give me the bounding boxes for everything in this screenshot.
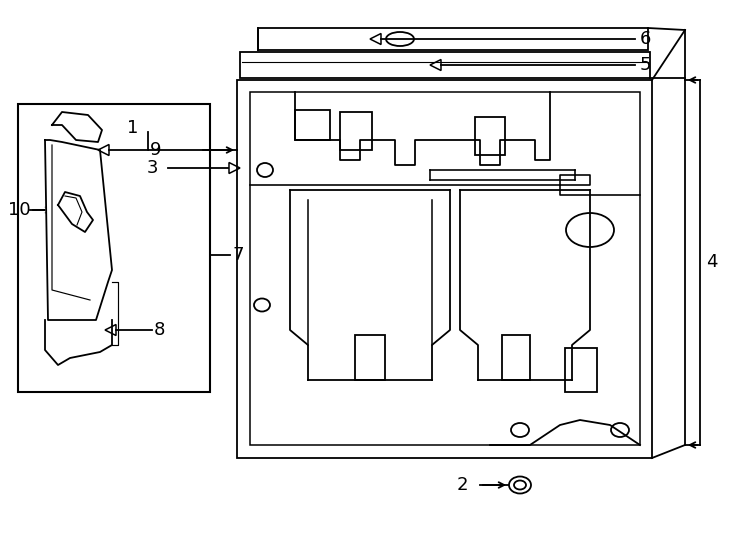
Polygon shape <box>58 192 93 232</box>
Text: 7: 7 <box>232 246 244 264</box>
Bar <box>565 348 597 392</box>
Text: 2: 2 <box>457 476 468 494</box>
Text: 9: 9 <box>150 141 161 159</box>
Text: 10: 10 <box>8 201 31 219</box>
Polygon shape <box>45 320 112 365</box>
Text: 4: 4 <box>706 253 718 271</box>
Text: 6: 6 <box>640 30 651 48</box>
Text: 5: 5 <box>640 56 652 74</box>
Text: 1: 1 <box>127 119 138 137</box>
Bar <box>475 117 505 155</box>
Bar <box>355 335 385 380</box>
Polygon shape <box>52 112 102 142</box>
Text: 8: 8 <box>154 321 165 339</box>
Text: 3: 3 <box>147 159 158 177</box>
Bar <box>502 335 530 380</box>
Polygon shape <box>45 140 112 320</box>
Bar <box>18 104 210 392</box>
Bar <box>340 112 372 150</box>
